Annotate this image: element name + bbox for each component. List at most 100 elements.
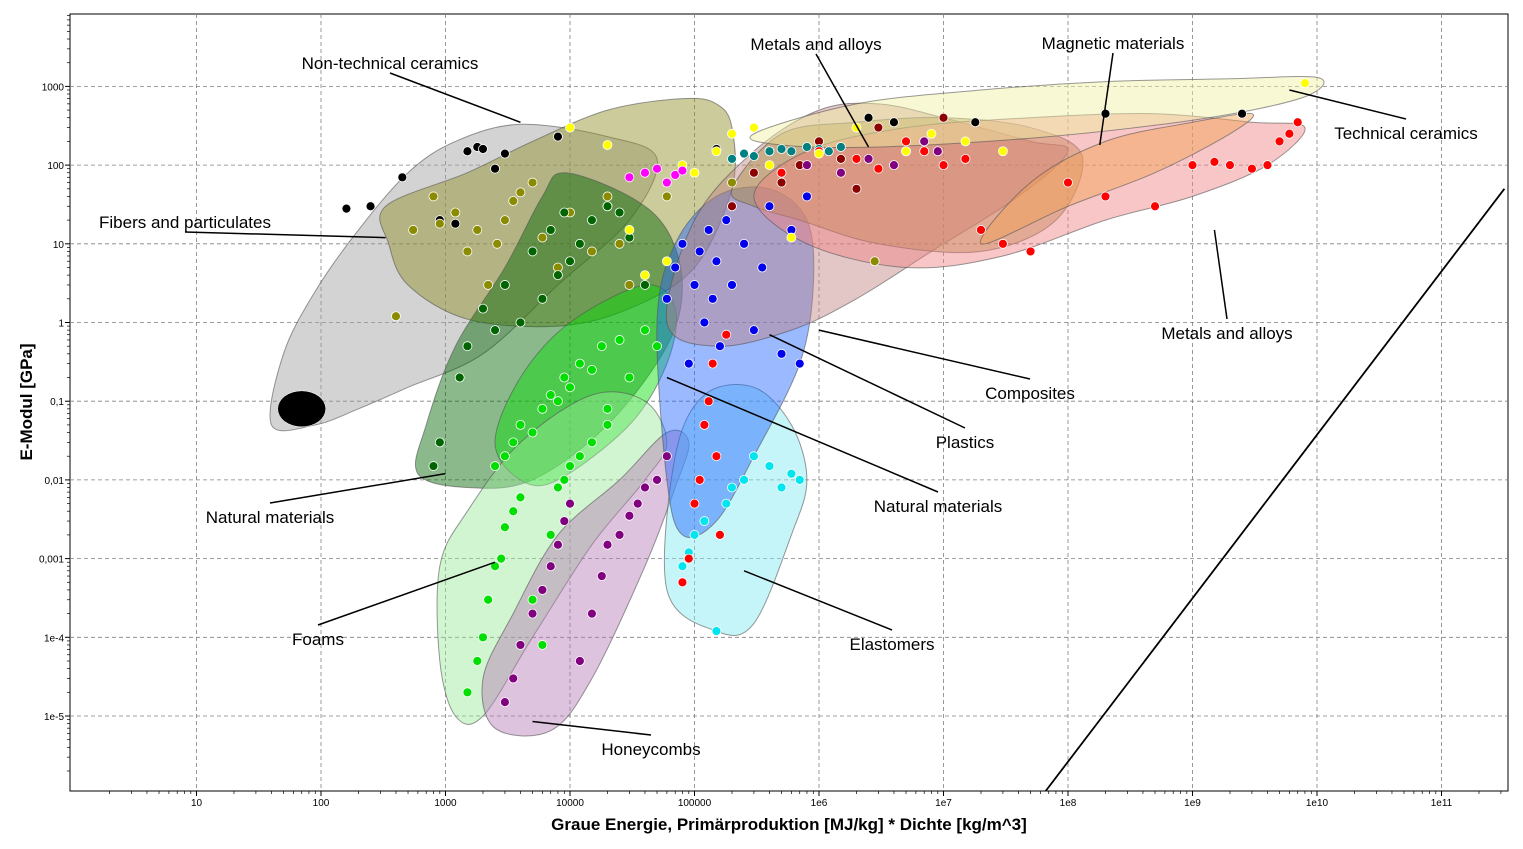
leader-line: [815, 53, 870, 148]
data-point: [1100, 191, 1111, 202]
data-point: [1209, 156, 1220, 167]
data-point: [553, 270, 563, 281]
data-point: [574, 238, 585, 249]
data-point: [699, 516, 710, 526]
data-point: [873, 163, 884, 174]
data-point: [602, 539, 613, 550]
x-tick-label: 1e11: [1431, 798, 1453, 809]
leader-line: [1213, 229, 1228, 320]
data-point: [677, 238, 688, 249]
data-point: [794, 474, 805, 485]
data-point: [661, 451, 672, 462]
data-point: [1300, 78, 1310, 89]
data-point: [545, 225, 556, 235]
data-point: [515, 640, 526, 650]
data-point: [711, 146, 722, 157]
data-point: [602, 140, 613, 150]
data-point: [677, 577, 688, 588]
data-point: [873, 122, 884, 133]
ticks: 10 100 1000 10000 100000 1e6 1e7 1e8 1e9 1e10 1e11…: [39, 14, 1502, 809]
data-point: [776, 167, 787, 178]
data-point: [823, 146, 834, 157]
data-point: [462, 246, 473, 257]
data-point: [998, 146, 1008, 157]
x-axis-label: Graue Energie, Primärproduktion [MJ/kg] …: [551, 815, 1027, 834]
data-point: [926, 128, 937, 139]
data-point: [721, 329, 732, 340]
data-point: [889, 160, 899, 171]
data-point: [661, 191, 672, 202]
data-point: [1292, 117, 1303, 128]
data-point: [602, 403, 613, 414]
data-point: [938, 160, 949, 171]
data-point: [901, 146, 911, 157]
data-point: [490, 461, 500, 471]
data-point: [587, 215, 597, 226]
data-point: [492, 238, 503, 249]
data-point: [596, 341, 607, 352]
data-point: [614, 238, 625, 249]
data-point: [932, 146, 943, 157]
data-point: [749, 151, 759, 162]
data-point: [786, 232, 797, 243]
data-point: [574, 656, 585, 666]
data-point: [483, 594, 494, 605]
data-point: [602, 419, 613, 430]
data-point: [694, 246, 705, 257]
x-tick-label: 100000: [678, 798, 712, 809]
data-point: [727, 128, 737, 139]
leader-line: [532, 720, 652, 736]
data-point: [802, 191, 812, 202]
data-point: [976, 225, 986, 235]
data-point: [508, 506, 519, 517]
data-point: [565, 122, 575, 133]
data-point: [1150, 201, 1160, 212]
data-point: [757, 262, 768, 273]
annotation-label: Composites: [985, 384, 1075, 403]
data-point: [545, 561, 556, 572]
data-point: [1284, 128, 1295, 139]
data-point: [802, 142, 812, 152]
data-point: [683, 358, 694, 369]
annotation-label: Technical ceramics: [1334, 124, 1478, 143]
data-point: [1237, 108, 1247, 119]
data-point: [776, 144, 787, 154]
leader-line: [818, 329, 1031, 380]
envelope-natural-materials: [414, 172, 683, 489]
data-point: [640, 482, 650, 493]
data-point: [574, 451, 585, 462]
data-point: [699, 317, 710, 328]
data-point: [537, 232, 548, 243]
data-point: [565, 498, 575, 509]
data-point: [869, 256, 880, 267]
data-point: [545, 390, 556, 400]
data-point: [602, 191, 613, 202]
data-point: [450, 218, 461, 229]
envelopes: [269, 75, 1325, 737]
data-point: [703, 225, 714, 235]
data-point: [652, 474, 662, 485]
data-point: [749, 167, 759, 178]
data-point: [602, 201, 613, 212]
x-tick-label: 10: [191, 798, 203, 809]
data-point: [836, 142, 846, 152]
data-point: [565, 461, 575, 471]
data-point: [1025, 246, 1036, 257]
leader-line: [317, 561, 496, 626]
data-point: [707, 293, 718, 304]
data-point: [711, 451, 722, 462]
data-point: [707, 358, 718, 369]
data-point: [851, 153, 862, 164]
data-point: [515, 187, 526, 198]
data-point: [490, 163, 500, 174]
x-tick-label: 100: [313, 798, 330, 809]
x-tick-label: 1e9: [1184, 798, 1201, 809]
annotations: Non-technical ceramics Fibers and particu…: [99, 34, 1478, 759]
data-point: [559, 372, 570, 383]
y-tick-label: 1e-4: [44, 633, 64, 644]
data-point: [478, 303, 488, 314]
envelope-foams: [436, 391, 668, 725]
data-point: [694, 474, 705, 485]
y-tick-label: 1000: [42, 82, 65, 93]
data-point: [462, 687, 473, 698]
